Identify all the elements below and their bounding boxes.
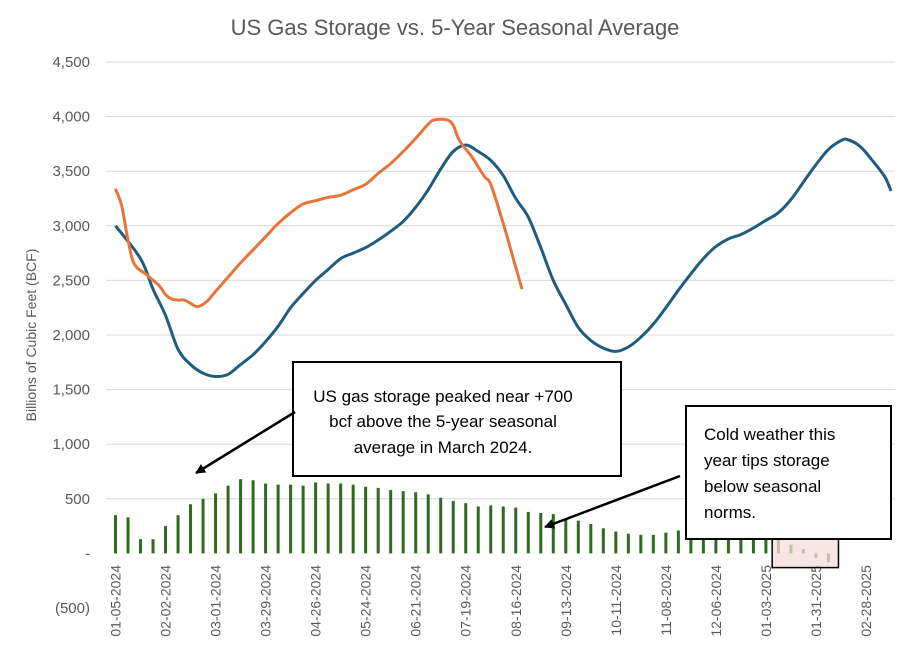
x-tick-label-4: 04-26-2024 — [308, 565, 324, 637]
bar-30 — [489, 505, 492, 553]
annotation-cold-line-4: norms. — [704, 503, 756, 522]
bar-16 — [314, 482, 317, 553]
x-tick-label-5: 05-24-2024 — [358, 565, 374, 637]
y-tick-label-0: 4,500 — [52, 54, 90, 71]
bar-45 — [677, 530, 680, 553]
bar-8 — [214, 493, 217, 553]
x-tick-label-11: 11-08-2024 — [658, 565, 674, 636]
bar-36 — [564, 518, 567, 553]
annotation-cold-line-3: below seasonal — [704, 477, 821, 496]
x-tick-label-12: 12-06-2024 — [708, 565, 724, 637]
x-tick-label-15: 02-28-2025 — [858, 565, 874, 637]
bar-26 — [439, 498, 442, 554]
bar-27 — [452, 501, 455, 553]
bar-6 — [189, 504, 192, 553]
bar-41 — [627, 534, 630, 554]
x-tick-label-1: 02-02-2024 — [158, 565, 174, 637]
x-tick-label-9: 09-13-2024 — [558, 565, 574, 637]
y-tick-label-1: 4,000 — [52, 109, 90, 126]
bar-2 — [139, 539, 142, 553]
y-tick-label-9: - — [85, 545, 90, 562]
bar-17 — [327, 484, 330, 554]
bar-18 — [339, 484, 342, 554]
x-tick-label-7: 07-19-2024 — [458, 565, 474, 637]
annotation-cold-line-1: Cold weather this — [704, 425, 835, 444]
bar-0 — [114, 515, 117, 553]
y-tick-label-3: 3,000 — [52, 218, 90, 235]
bar-15 — [302, 486, 305, 554]
bar-34 — [539, 513, 542, 553]
bar-39 — [602, 528, 605, 553]
bar-43 — [652, 535, 655, 554]
bar-4 — [164, 526, 167, 553]
y-tick-label-2: 3,500 — [52, 163, 90, 180]
y-tick-label-8: 500 — [65, 491, 90, 508]
y-tick-label-10: (500) — [55, 600, 90, 617]
bar-5 — [177, 515, 180, 553]
y-tick-label-5: 2,000 — [52, 327, 90, 344]
bar-28 — [464, 503, 467, 553]
y-axis-label: Billions of Cubic Feet (BCF) — [23, 249, 39, 422]
bar-32 — [514, 508, 517, 554]
annotation-peak-line-1: US gas storage peaked near +700 — [313, 387, 572, 406]
bar-11 — [252, 480, 255, 553]
bar-52 — [764, 539, 767, 553]
bar-20 — [364, 487, 367, 554]
bar-44 — [664, 533, 667, 554]
x-tick-label-14: 01-31-2025 — [808, 565, 824, 637]
x-tick-label-8: 08-16-2024 — [508, 565, 524, 637]
bar-33 — [527, 512, 530, 553]
bar-25 — [427, 494, 430, 553]
bar-1 — [127, 517, 130, 553]
bar-35 — [552, 514, 555, 553]
bar-42 — [639, 535, 642, 554]
bar-38 — [589, 524, 592, 553]
bar-40 — [614, 532, 617, 554]
bar-3 — [152, 539, 155, 553]
x-tick-label-10: 10-11-2024 — [608, 565, 624, 636]
bar-14 — [289, 485, 292, 554]
bar-31 — [502, 506, 505, 553]
y-tick-label-4: 2,500 — [52, 272, 90, 289]
x-tick-label-13: 01-03-2025 — [758, 565, 774, 637]
x-tick-label-0: 01-05-2024 — [108, 565, 124, 637]
bar-23 — [402, 491, 405, 553]
bar-12 — [264, 484, 267, 554]
bar-22 — [389, 490, 392, 553]
annotation-peak-line-2: bcf above the 5-year seasonal — [329, 412, 557, 431]
bar-24 — [414, 492, 417, 553]
bar-7 — [202, 499, 205, 554]
bar-9 — [227, 486, 230, 554]
bar-37 — [577, 521, 580, 554]
annotation-cold-line-2: year tips storage — [704, 451, 830, 470]
y-tick-label-6: 1,500 — [52, 382, 90, 399]
bar-29 — [477, 506, 480, 553]
x-tick-label-2: 03-01-2024 — [208, 565, 224, 637]
chart-title: US Gas Storage vs. 5-Year Seasonal Avera… — [231, 15, 680, 40]
bar-19 — [352, 485, 355, 554]
bar-21 — [377, 488, 380, 554]
bar-10 — [239, 479, 242, 553]
x-tick-label-3: 03-29-2024 — [258, 565, 274, 637]
y-tick-label-7: 1,000 — [52, 436, 90, 453]
annotation-peak-line-3: average in March 2024. — [354, 438, 533, 457]
bar-13 — [277, 485, 280, 554]
x-tick-label-6: 06-21-2024 — [408, 565, 424, 637]
